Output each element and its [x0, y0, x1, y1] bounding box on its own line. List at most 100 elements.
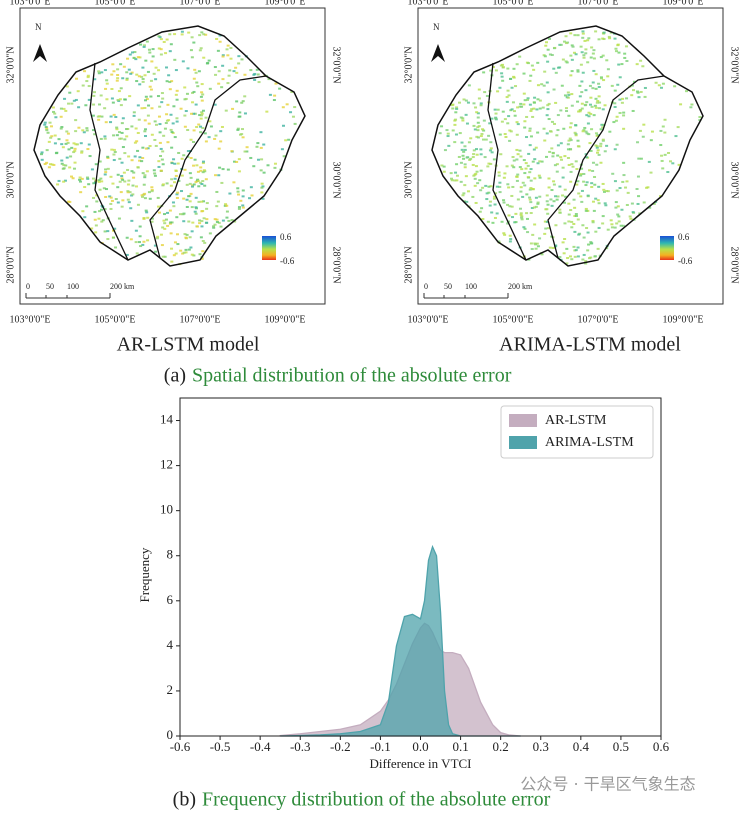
error-pixel [577, 145, 581, 148]
error-pixel [529, 187, 533, 190]
error-pixel [281, 124, 285, 127]
error-pixel [554, 224, 558, 227]
error-pixel [613, 180, 617, 183]
error-pixel [74, 98, 78, 101]
error-pixel [506, 203, 510, 206]
error-pixel [613, 102, 617, 105]
error-pixel [229, 57, 233, 60]
error-pixel [268, 93, 272, 96]
error-pixel [572, 51, 576, 54]
error-pixel [506, 122, 510, 125]
error-pixel [513, 114, 517, 117]
error-pixel [282, 155, 286, 158]
error-pixel [146, 70, 150, 73]
error-pixel [267, 78, 271, 81]
error-pixel [189, 192, 193, 195]
error-pixel [200, 112, 204, 115]
error-pixel [566, 156, 570, 159]
error-pixel [171, 132, 175, 135]
error-pixel [175, 196, 179, 199]
error-pixel [143, 119, 147, 122]
error-pixel [597, 202, 601, 205]
map: N0.6-0.60 50 100 200 km103°0'0"E103°0'0"E10… [5, 0, 341, 325]
map-title: AR-LSTM model [117, 334, 260, 356]
error-pixel [232, 70, 236, 73]
error-pixel [684, 90, 688, 93]
error-pixel [587, 37, 591, 40]
error-pixel [118, 157, 122, 160]
error-pixel [143, 106, 147, 109]
error-pixel [572, 245, 576, 248]
error-pixel [472, 153, 476, 156]
error-pixel [555, 170, 559, 173]
error-pixel [523, 99, 527, 102]
error-pixel [255, 68, 259, 71]
error-pixel [235, 71, 239, 74]
error-pixel [613, 148, 617, 151]
error-pixel [476, 136, 480, 139]
error-pixel [73, 147, 77, 150]
error-pixel [525, 115, 529, 118]
error-pixel [486, 165, 490, 168]
error-pixel [200, 225, 204, 228]
error-pixel [621, 97, 625, 100]
error-pixel [492, 158, 496, 161]
error-pixel [198, 34, 202, 37]
error-pixel [260, 158, 264, 161]
error-pixel [580, 189, 584, 192]
error-pixel [98, 103, 102, 106]
error-pixel [192, 77, 196, 80]
error-pixel [105, 79, 109, 82]
error-pixel [119, 104, 123, 107]
error-pixel [568, 137, 572, 140]
error-pixel [584, 260, 588, 263]
error-pixel [542, 127, 546, 130]
error-pixel [150, 186, 154, 189]
error-pixel [112, 70, 116, 73]
error-pixel [159, 38, 163, 41]
error-pixel [552, 67, 556, 70]
error-pixel [104, 168, 108, 171]
error-pixel [115, 126, 119, 129]
error-pixel [144, 147, 148, 150]
error-pixel [136, 166, 140, 169]
error-pixel [566, 91, 570, 94]
error-pixel [625, 97, 629, 100]
error-pixel [150, 107, 154, 110]
error-pixel [574, 124, 578, 127]
error-pixel [179, 107, 183, 110]
error-pixel [442, 170, 446, 173]
lat-label: 32°0'0"N [403, 46, 414, 83]
error-pixel [104, 87, 108, 90]
error-pixel [198, 181, 202, 184]
error-pixel [60, 162, 64, 165]
region-outline [33, 25, 306, 267]
lon-label: 109°0'0"E [265, 314, 306, 325]
error-pixel [196, 85, 200, 88]
error-pixel [171, 122, 175, 125]
error-pixel [134, 229, 138, 232]
error-pixel [533, 158, 537, 161]
error-pixel [138, 156, 142, 159]
error-pixel [153, 120, 157, 123]
error-pixel [106, 156, 110, 159]
lat-label: 30°0'0"N [331, 161, 342, 198]
error-pixel [204, 140, 208, 143]
error-pixel [260, 186, 264, 189]
error-pixel [474, 148, 478, 151]
error-pixel [135, 252, 139, 255]
lon-label: 107°0'0"E [578, 314, 619, 325]
error-pixel [109, 202, 113, 205]
error-pixel [591, 161, 595, 164]
error-pixel [455, 107, 459, 110]
error-pixel [453, 123, 457, 126]
error-pixel [195, 125, 199, 128]
error-pixel [563, 188, 567, 191]
error-pixel [534, 243, 538, 246]
error-pixel [530, 248, 534, 251]
error-pixel [79, 142, 83, 145]
error-pixel [110, 148, 114, 151]
error-pixel [481, 186, 485, 189]
error-pixel [616, 83, 620, 86]
error-pixel [168, 50, 172, 53]
